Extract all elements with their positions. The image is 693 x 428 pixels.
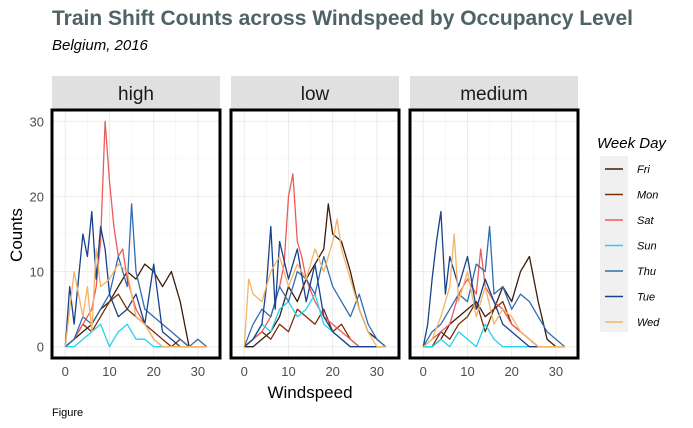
facet-panels: high 0 10 20 30 0 10 20 30 low 0 10 20 30 medium 0 10 20 3…	[30, 76, 580, 379]
facet-strip	[52, 76, 220, 110]
legend: Week Day Fri Mon Sat Sun Thu Tue Wed	[597, 135, 667, 332]
legend-label-sat: Sat	[637, 215, 654, 227]
series-line-wed	[422, 233, 565, 348]
x-tick-label: 30	[191, 364, 205, 379]
x-tick-label: 10	[460, 364, 474, 379]
x-tick-label: 10	[281, 364, 295, 379]
legend-label-wed: Wed	[637, 317, 660, 329]
y-tick-label: 0	[37, 340, 44, 355]
facet-strip	[410, 76, 578, 110]
legend-label-mon: Mon	[637, 190, 658, 202]
facet-panel-medium: medium 0 10 20 30	[408, 76, 580, 379]
legend-items: Fri Mon Sat Sun Thu Tue Wed	[605, 164, 660, 329]
x-tick-label: 0	[420, 364, 427, 379]
facet-panel-low: low 0 10 20 30	[229, 76, 401, 379]
legend-key-background	[600, 156, 628, 332]
facet-strip-label: low	[301, 84, 330, 105]
y-tick-label: 20	[30, 189, 44, 204]
x-tick-label: 20	[146, 364, 160, 379]
legend-label-thu: Thu	[637, 266, 656, 278]
series-line-tue	[64, 210, 207, 348]
facet-strip-label: medium	[460, 84, 528, 105]
series-line-sat	[243, 173, 386, 348]
legend-title: Week Day	[597, 135, 667, 152]
x-tick-label: 10	[102, 364, 116, 379]
caption: Figure	[52, 407, 83, 419]
legend-label-tue: Tue	[637, 292, 655, 304]
x-tick-label: 30	[370, 364, 384, 379]
series-line-fri	[64, 263, 207, 348]
chart-title: Train Shift Counts across Windspeed by O…	[52, 7, 633, 30]
x-tick-label: 20	[504, 364, 518, 379]
panel-border	[229, 108, 401, 360]
x-tick-label: 30	[549, 364, 563, 379]
series-line-thu	[422, 225, 566, 348]
facet-strip-label: high	[118, 84, 154, 105]
series-line-wed	[64, 248, 207, 348]
series-line-thu	[243, 255, 387, 348]
chart-subtitle: Belgium, 2016	[52, 37, 149, 54]
series-line-wed	[243, 218, 386, 348]
y-tick-label: 30	[30, 114, 44, 129]
y-axis-title: Counts	[7, 208, 26, 262]
x-tick-label: 0	[62, 364, 69, 379]
panel-border	[408, 108, 580, 360]
y-tick-label: 10	[30, 265, 44, 280]
x-tick-label: 20	[325, 364, 339, 379]
series-line-tue	[422, 210, 565, 348]
facet-strip	[231, 76, 399, 110]
series-line-tue	[243, 225, 386, 348]
x-axis-title: Windspeed	[267, 383, 352, 402]
x-tick-label: 0	[241, 364, 248, 379]
legend-label-sun: Sun	[637, 241, 657, 253]
legend-label-fri: Fri	[637, 164, 650, 176]
facet-panel-high: high 0 10 20 30 0 10 20 30	[30, 76, 222, 379]
panel-border	[50, 108, 222, 360]
